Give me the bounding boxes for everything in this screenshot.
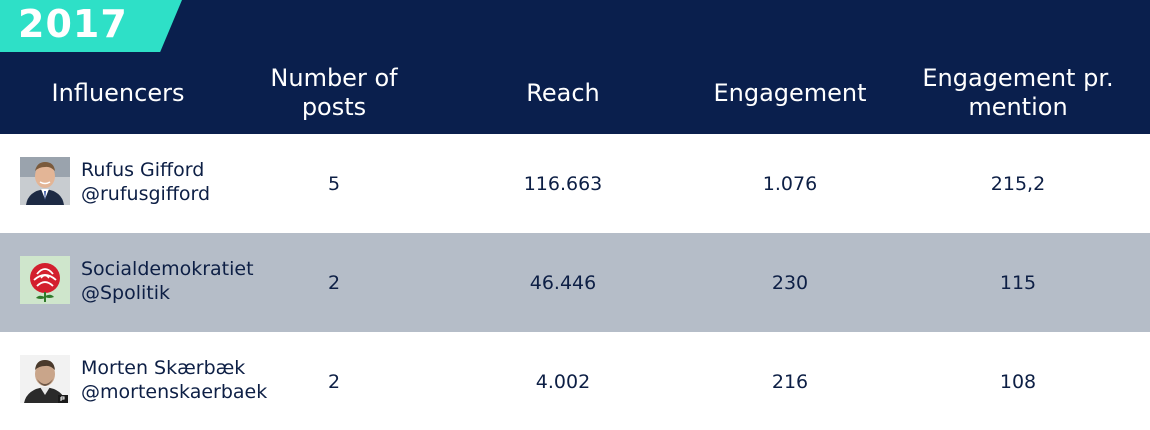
engagement-cell: 230 xyxy=(771,271,809,294)
engagement-per-mention-cell: 215,2 xyxy=(990,172,1046,195)
table-row: Morten Skærbæk @mortenskaerbaek 2 4.002 … xyxy=(0,332,1150,430)
table-header: Influencers Number of posts Reach Engage… xyxy=(0,0,1150,134)
column-header-engagement-per-mention: Engagement pr. mention xyxy=(886,52,1150,134)
influencer-name: Morten Skærbæk xyxy=(81,357,246,379)
column-header-posts-line2: posts xyxy=(301,93,367,121)
influencer-handle: @rufusgifford xyxy=(81,183,211,205)
influencer-handle: @mortenskaerbaek xyxy=(81,381,268,403)
column-header-reach: Reach xyxy=(432,52,694,134)
number-of-posts-cell: 2 xyxy=(327,271,341,294)
table-row: Rufus Gifford @rufusgifford 5 116.663 1.… xyxy=(0,134,1150,233)
influencer-name: Rufus Gifford xyxy=(81,159,205,181)
year-badge: 2017 xyxy=(0,0,182,52)
reach-cell: 4.002 xyxy=(535,370,591,393)
influencer-name-block: Morten Skærbæk @mortenskaerbaek xyxy=(81,356,267,404)
engagement-per-mention-cell: 108 xyxy=(999,370,1037,393)
red-rose-logo-icon xyxy=(20,256,70,304)
column-header-influencers: Influencers xyxy=(0,52,236,134)
column-header-posts-line1: Number of xyxy=(270,64,398,92)
engagement-per-mention-cell: 115 xyxy=(999,271,1037,294)
engagement-cell: 1.076 xyxy=(762,172,818,195)
column-header-engagement-label: Engagement xyxy=(713,78,867,107)
engagement-cell: 216 xyxy=(771,370,809,393)
portrait-photo-icon xyxy=(20,157,70,205)
reach-cell: 116.663 xyxy=(523,172,603,195)
column-header-reach-label: Reach xyxy=(526,78,600,107)
influencer-handle: @Spolitik xyxy=(81,282,171,304)
table-row: Socialdemokratiet @Spolitik 2 46.446 230… xyxy=(0,233,1150,332)
column-header-number-of-posts: Number of posts xyxy=(236,52,432,134)
number-of-posts-cell: 5 xyxy=(327,172,341,195)
influencer-name: Socialdemokratiet xyxy=(81,258,254,280)
column-header-epm-line2: mention xyxy=(968,93,1068,121)
column-header-influencers-label: Influencers xyxy=(51,78,185,107)
portrait-photo-icon xyxy=(20,355,70,403)
influencer-name-block: Socialdemokratiet @Spolitik xyxy=(81,257,254,305)
influencer-name-block: Rufus Gifford @rufusgifford xyxy=(81,158,210,206)
column-header-engagement: Engagement xyxy=(694,52,886,134)
column-header-epm-line1: Engagement pr. xyxy=(922,64,1114,92)
number-of-posts-cell: 2 xyxy=(327,370,341,393)
year-label: 2017 xyxy=(18,2,128,46)
reach-cell: 46.446 xyxy=(529,271,597,294)
